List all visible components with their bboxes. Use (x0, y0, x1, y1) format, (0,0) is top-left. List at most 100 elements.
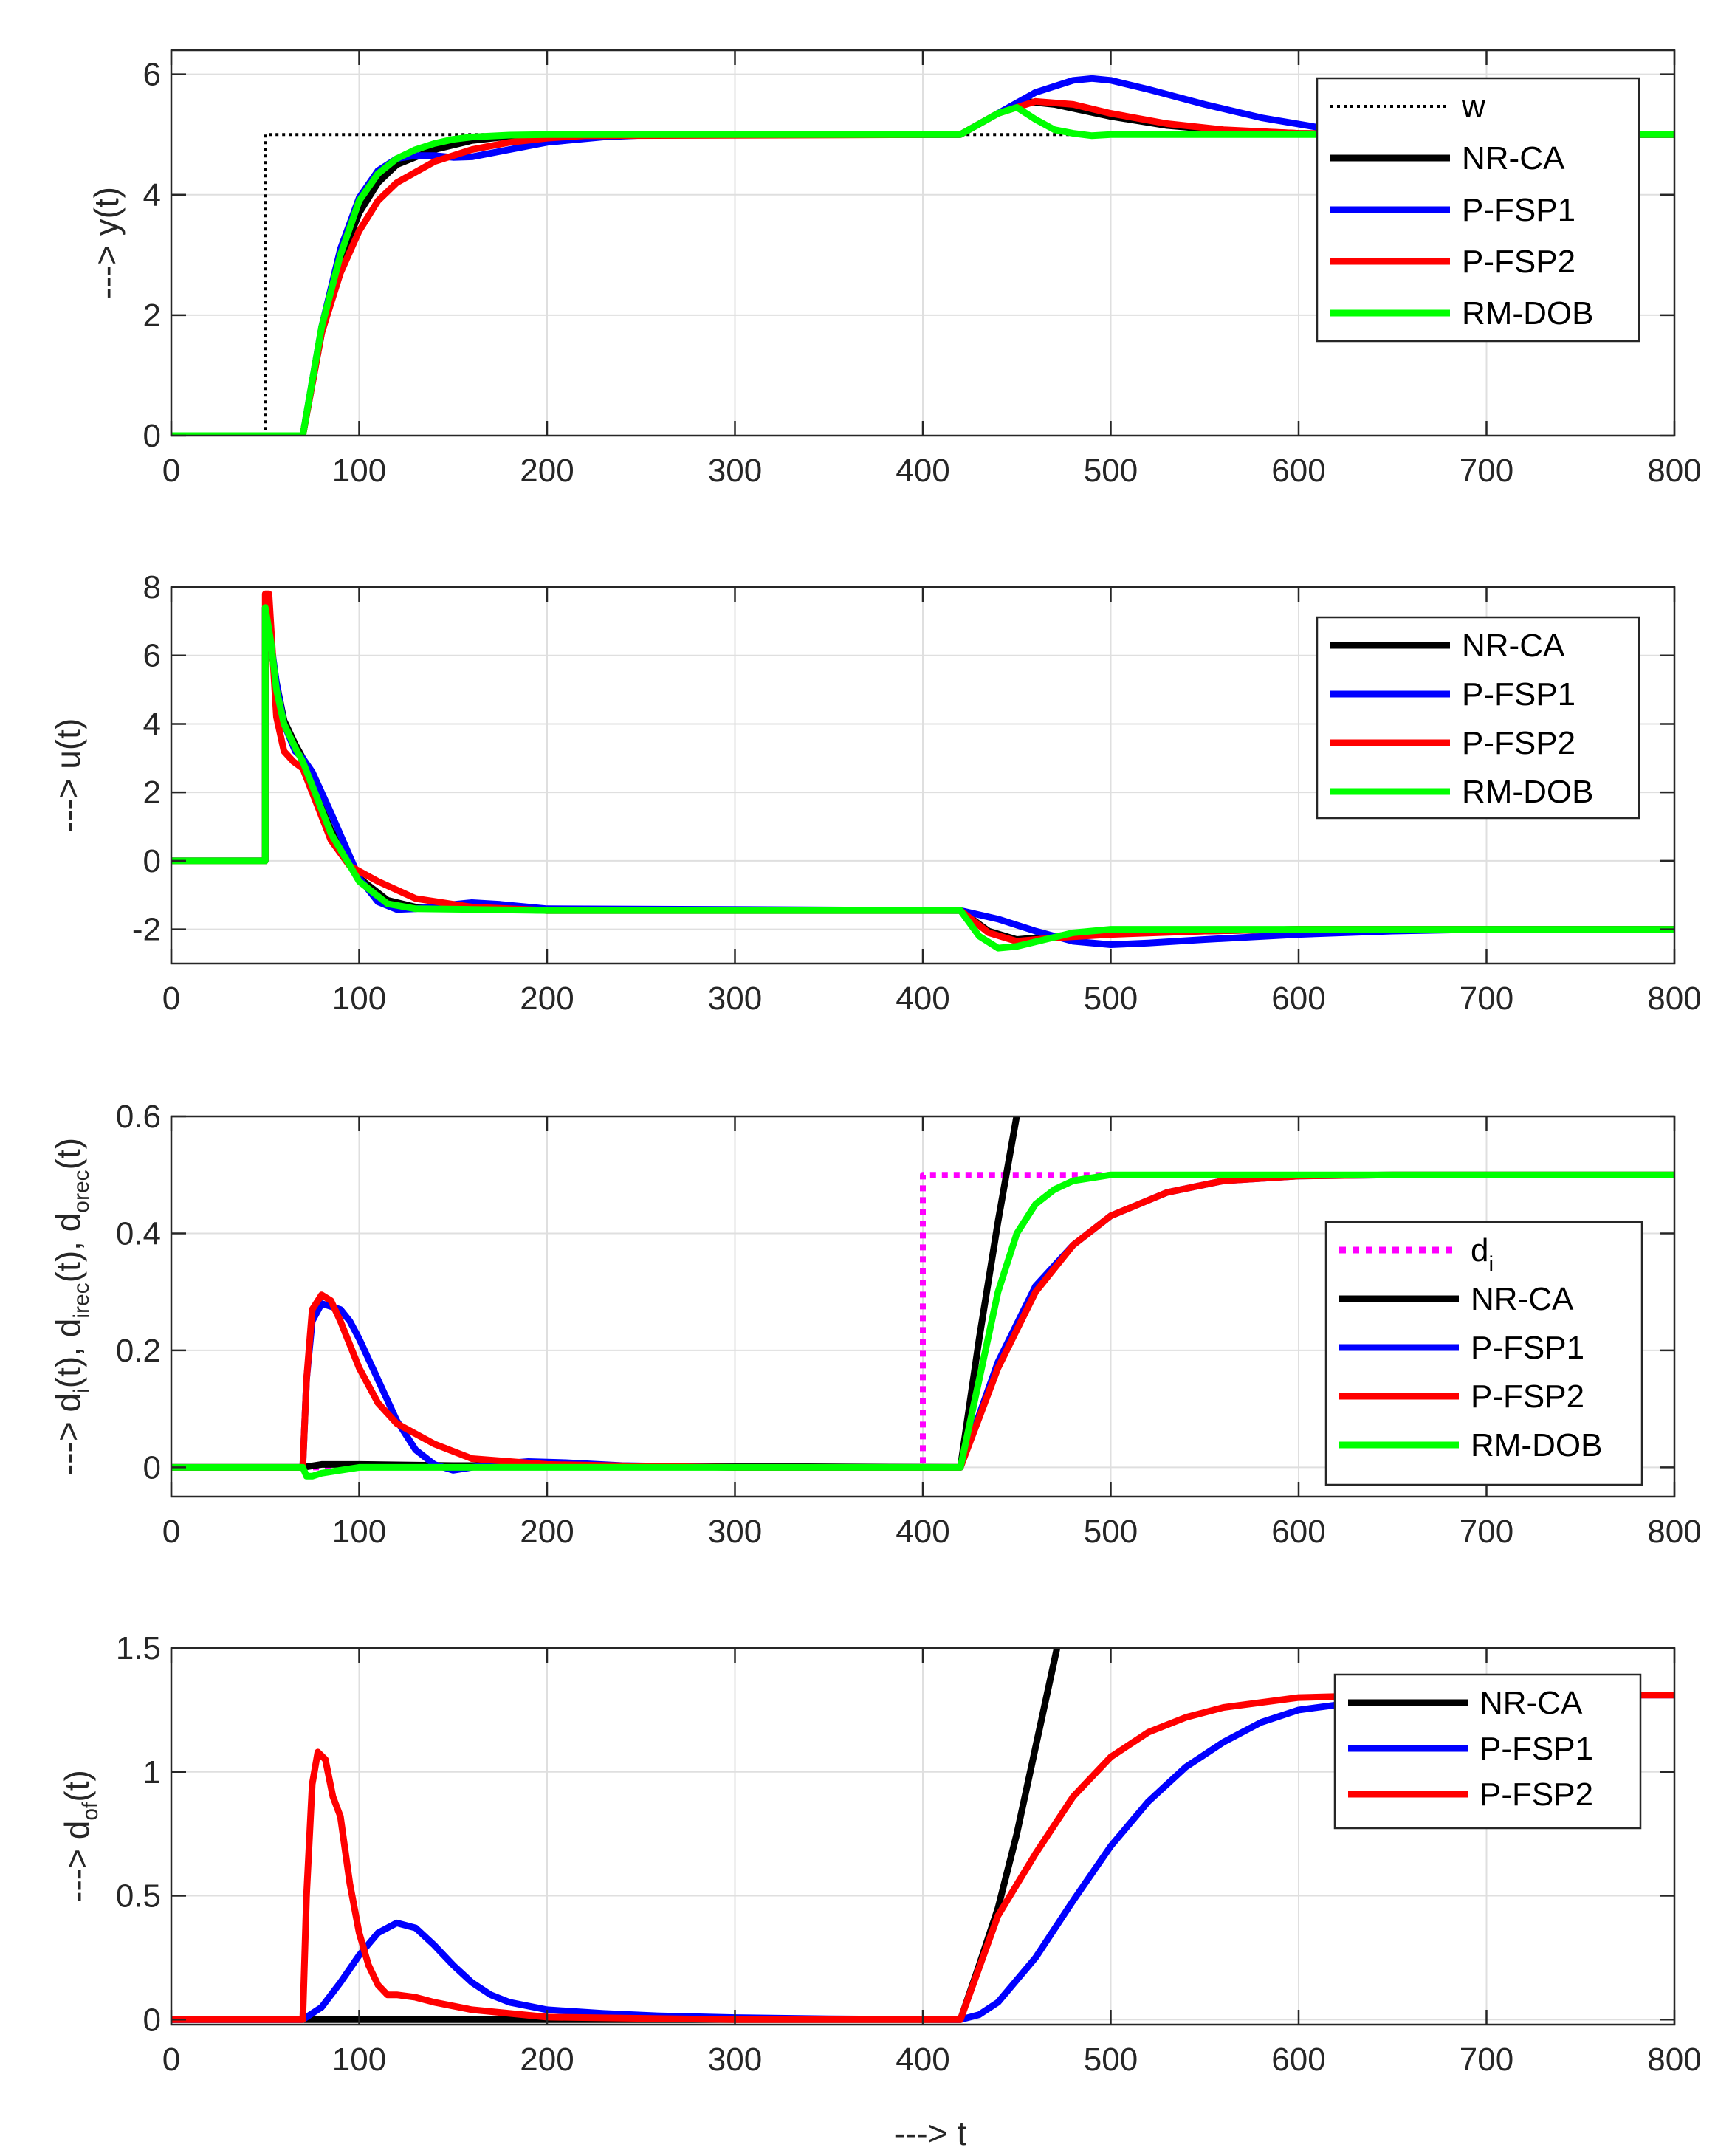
x-tick-label: 300 (708, 2042, 762, 2078)
x-tick-label: 0 (162, 453, 180, 489)
legend-label-nr-ca: NR-CA (1462, 140, 1565, 176)
legend-label-w: w (1461, 89, 1485, 125)
x-tick-label: 500 (1084, 1514, 1138, 1550)
x-tick-label: 0 (162, 2042, 180, 2078)
x-tick-label: 400 (896, 2042, 949, 2078)
legend-label-nr-ca: NR-CA (1462, 628, 1565, 664)
y-axis-label: ---> dof​(t) (58, 1770, 103, 1903)
series-line-p-fsp2 (171, 1692, 1674, 2023)
y-tick-label: 0 (143, 418, 161, 454)
x-tick-label: 400 (896, 1514, 949, 1550)
legend: w NR-CA P-FSP1 P-FSP2 RM-DOB (1316, 77, 1640, 343)
legend-label-rm-dob: RM-DOB (1462, 774, 1593, 810)
series-group (171, 1116, 1674, 1480)
label-subscript: i (1488, 1252, 1494, 1277)
label-subscript: orec (69, 1170, 94, 1212)
label-subscript: irec (69, 1283, 94, 1318)
series-group (171, 75, 1674, 436)
x-axis-label: ---> t (894, 2114, 967, 2152)
x-tick-label: 400 (896, 453, 949, 489)
label-part: d (58, 1821, 96, 1840)
x-tick-label: 100 (332, 981, 386, 1017)
x-tick-label: 600 (1271, 1514, 1325, 1550)
y-tick-label: 0.5 (116, 1878, 161, 1915)
label-part: NR-CA (1480, 1685, 1583, 1721)
x-tick-label: 500 (1084, 2042, 1138, 2078)
x-tick-label: 200 (520, 453, 574, 489)
legend-label-d-i: di​ (1471, 1232, 1494, 1277)
legend: di​ NR-CA P-FSP1 P-FSP2 RM-DOB (1324, 1221, 1643, 1486)
label-part: ---> u(t) (49, 718, 87, 833)
x-tick-label: 500 (1084, 981, 1138, 1017)
legend-label-p-fsp1: P-FSP1 (1471, 1330, 1584, 1366)
legend: NR-CA P-FSP1 P-FSP2 (1333, 1673, 1642, 1830)
label-part: P-FSP1 (1462, 192, 1575, 228)
x-tick-label: 600 (1271, 2042, 1325, 2078)
label-part: (t) (58, 1770, 96, 1802)
label-part: d (49, 1393, 87, 1412)
label-subscript: i (69, 1388, 94, 1393)
label-part: P-FSP1 (1480, 1731, 1593, 1767)
y-tick-label: -2 (132, 912, 161, 948)
y-tick-label: 0 (143, 2002, 161, 2038)
y-tick-label: 0 (143, 843, 161, 879)
subplot-3: 0 100 200 300 400 500 600 700 800 0 0.2 0.4 0.6 ---> … (49, 1099, 1702, 1550)
x-tick-label: 700 (1460, 453, 1513, 489)
x-tick-label: 700 (1460, 1514, 1513, 1550)
label-subscript: of (78, 1802, 103, 1821)
y-tick-label: 1.5 (116, 1630, 161, 1666)
y-tick-label: 0.6 (116, 1099, 161, 1135)
x-tick-label: 800 (1647, 2042, 1701, 2078)
label-part: ---> y(t) (87, 187, 126, 299)
x-tick-label: 400 (896, 981, 949, 1017)
label-part: P-FSP1 (1471, 1330, 1584, 1366)
y-tick-label: 1 (143, 1754, 161, 1791)
x-tick-label: 0 (162, 1514, 180, 1550)
y-tick-label: 0.2 (116, 1333, 161, 1369)
x-tick-label: 100 (332, 453, 386, 489)
label-part: (t) (49, 1138, 87, 1170)
legend-box (1324, 1221, 1643, 1486)
label-part: P-FSP1 (1462, 676, 1575, 713)
legend-label-rm-dob: RM-DOB (1471, 1427, 1602, 1463)
legend-label-p-fsp1: P-FSP1 (1480, 1731, 1593, 1767)
y-tick-label: 2 (143, 775, 161, 811)
y-tick-label: 4 (143, 177, 161, 213)
label-part: P-FSP2 (1462, 725, 1575, 761)
y-axis-label: ---> u(t) (49, 718, 87, 833)
x-tick-label: 700 (1460, 2042, 1513, 2078)
label-part: d (1471, 1232, 1488, 1268)
x-tick-label: 700 (1460, 981, 1513, 1017)
label-part: d (49, 1319, 87, 1338)
y-tick-label: 6 (143, 57, 161, 93)
x-tick-label: 200 (520, 981, 574, 1017)
series-group (171, 590, 1674, 952)
y-tick-label: 4 (143, 706, 161, 742)
x-tick-label: 800 (1647, 1514, 1701, 1550)
label-part: ---> (49, 1412, 87, 1475)
label-part: P-FSP2 (1471, 1379, 1584, 1415)
legend: NR-CA P-FSP1 P-FSP2 RM-DOB (1316, 616, 1640, 820)
label-part: NR-CA (1462, 140, 1565, 176)
legend-label-p-fsp2: P-FSP2 (1480, 1776, 1593, 1813)
label-part: RM-DOB (1462, 774, 1593, 810)
subplot-4: 0 100 200 300 400 500 600 700 800 0 0.5 1 1.5 ---> do… (58, 1630, 1702, 2078)
legend-label-p-fsp2: P-FSP2 (1462, 725, 1575, 761)
y-axis-label: ---> y(t) (87, 187, 126, 299)
x-tick-label: 100 (332, 1514, 386, 1550)
subplot-1: 0 100 200 300 400 500 600 700 800 0 2 4 6 ---> y(t) wN… (87, 49, 1702, 489)
series-line-rm-dob (171, 104, 1674, 436)
x-tick-label: 300 (708, 453, 762, 489)
series-group (171, 1648, 1674, 2023)
label-part: NR-CA (1471, 1281, 1574, 1317)
y-tick-label: 8 (143, 569, 161, 605)
label-part: w (1461, 89, 1485, 125)
label-part: P-FSP2 (1462, 244, 1575, 280)
label-part: P-FSP2 (1480, 1776, 1593, 1813)
x-tick-label: 200 (520, 2042, 574, 2078)
label-part: (t), (49, 1337, 87, 1388)
x-tick-label: 300 (708, 1514, 762, 1550)
x-tick-label: 100 (332, 2042, 386, 2078)
legend-label-p-fsp2: P-FSP2 (1471, 1379, 1584, 1415)
